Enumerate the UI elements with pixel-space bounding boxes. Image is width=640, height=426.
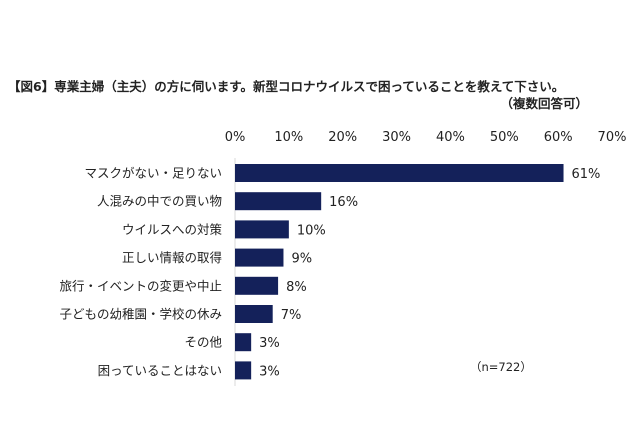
x-tick-label: 30% [382,130,411,145]
bar [235,333,252,352]
data-label: 61% [572,167,601,182]
chart-subtitle: （複数回答可） [500,96,588,111]
bar [235,276,279,295]
category-label: 旅行・イベントの変更や中止 [59,278,222,293]
data-label: 16% [329,195,358,210]
category-label: ウイルスへの対策 [122,222,223,237]
data-label: 7% [281,308,302,323]
category-label: 人混みの中での買い物 [97,194,222,209]
x-tick-label: 60% [544,130,573,145]
sample-size-note: （n=722） [470,360,532,374]
category-label: 困っていることはない [98,363,222,378]
x-tick-label: 10% [274,130,303,145]
x-tick-label: 50% [490,130,519,145]
x-tick-label: 40% [436,130,465,145]
x-tick-label: 0% [225,130,246,145]
data-label: 10% [297,223,326,238]
bar [235,192,322,211]
data-label: 9% [291,252,312,267]
data-label: 3% [259,364,280,379]
category-label: 子どもの幼稚園・学校の休み [59,307,222,322]
chart-title: 【図6】専業主婦（主夫）の方に伺います。新型コロナウイルスで困っていることを教え… [8,79,565,94]
category-label: マスクがない・足りない [84,166,222,181]
x-tick-label: 20% [328,130,357,145]
bar [235,220,289,239]
category-label: その他 [184,335,222,350]
category-label: 正しい情報の取得 [122,250,222,265]
bar [235,164,564,182]
bar [235,305,273,323]
bar [235,361,252,380]
x-tick-label: 70% [598,130,627,145]
bar [235,248,284,267]
data-label: 8% [286,280,307,295]
data-label: 3% [259,336,280,351]
